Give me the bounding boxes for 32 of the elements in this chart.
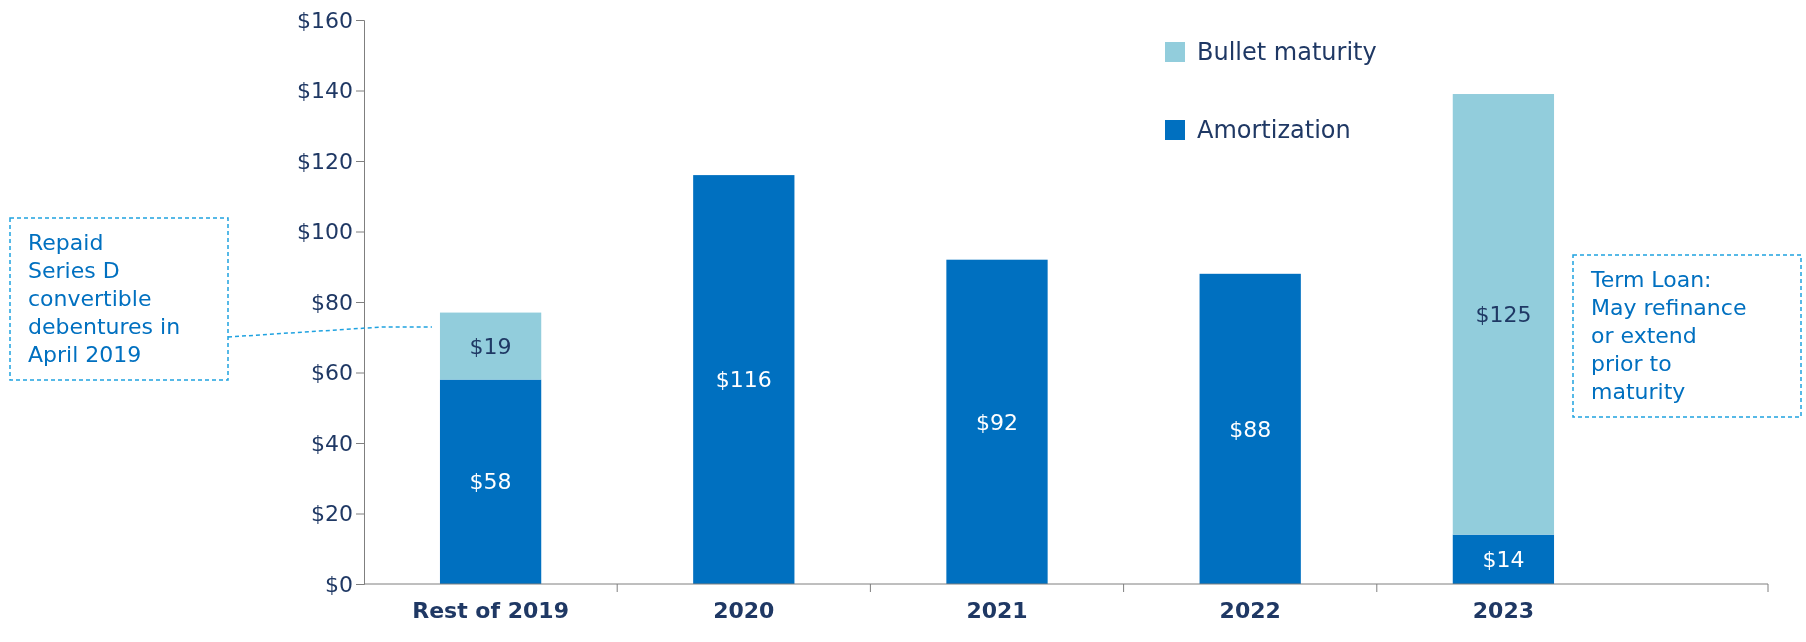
data-label: $116 (715, 367, 772, 393)
bar (439, 312, 542, 380)
data-label: $14 (1482, 547, 1525, 573)
x-tick-label: Rest of 2019 (412, 597, 569, 623)
y-tick-label: $60 (311, 360, 353, 386)
y-tick-label: $20 (311, 501, 353, 527)
data-label: $92 (976, 409, 1018, 435)
legend-label: Bullet maturity (1197, 38, 1377, 67)
bar (1452, 94, 1555, 535)
data-label: $19 (469, 333, 512, 359)
bar (1199, 273, 1301, 584)
bar (1452, 534, 1555, 584)
y-tick-label: $160 (297, 7, 353, 33)
x-tick-label: 2020 (713, 597, 775, 623)
y-tick-label: $140 (297, 78, 353, 104)
x-tick-label: 2022 (1219, 597, 1281, 623)
bar (693, 175, 795, 584)
x-tick-label: 2021 (966, 597, 1028, 623)
y-tick-label: $0 (325, 571, 353, 597)
bar (946, 259, 1048, 584)
y-tick-label: $120 (297, 148, 353, 174)
x-tick-label: 2023 (1472, 597, 1535, 623)
bar (439, 379, 542, 584)
legend-label: Amortization (1197, 116, 1351, 145)
y-tick-label: $100 (297, 219, 353, 245)
data-label: $58 (469, 469, 512, 495)
data-label: $125 (1475, 302, 1532, 328)
data-label: $88 (1229, 416, 1272, 442)
y-tick-label: $80 (311, 289, 353, 315)
text: Repaid Series D convertible debentures in April 2019 (28, 230, 181, 367)
annotation: Term Loan: May refinance or extend prior to maturity (1590, 267, 1747, 404)
y-tick-label: $40 (311, 430, 353, 456)
